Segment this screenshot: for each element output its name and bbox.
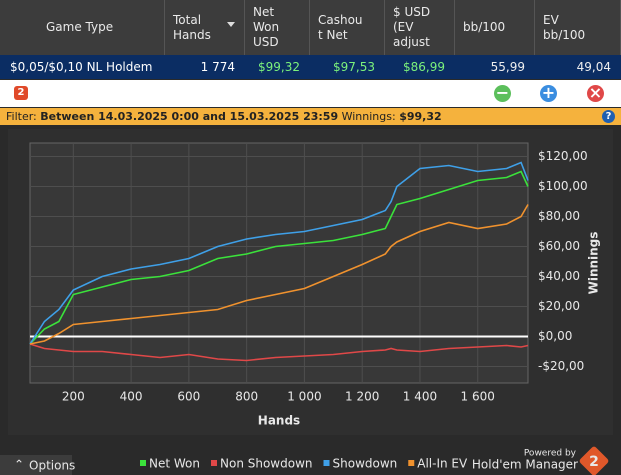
x-tick-label: 1 600 — [461, 390, 495, 404]
column-header: Cashou t Net — [310, 0, 385, 55]
y-tick-label: $60,00 — [538, 239, 580, 253]
options-arrow: ⌃ — [14, 458, 24, 472]
close-button[interactable]: × — [587, 83, 604, 102]
row-cell: 55,99 — [490, 60, 525, 74]
chart: -$20,00 $0,00 $20,00 $40,00 $60,00 $80,00 $100… — [0, 129, 613, 475]
winnings-value: $99,32 — [399, 110, 442, 123]
legend-label: All-In EV — [417, 457, 468, 471]
x-tick-label: 200 — [62, 390, 85, 404]
y-tick-label: $20,00 — [538, 299, 580, 313]
x-tick-label: 1 200 — [345, 390, 379, 404]
table-row[interactable] — [0, 55, 621, 79]
column-header: Game Type — [0, 0, 165, 55]
legend-swatch — [211, 460, 217, 466]
legend-swatch — [140, 460, 146, 466]
legend-label: Non Showdown — [220, 457, 313, 471]
legend-label: Net Won — [149, 457, 200, 471]
options-label[interactable]: Options — [29, 459, 75, 473]
app-icon: 2 — [14, 86, 28, 100]
minimize-button[interactable]: − — [494, 83, 511, 102]
column-header: Net Won USD — [245, 0, 310, 55]
row-cell: 49,04 — [576, 60, 611, 74]
row-cell: $99,32 — [258, 60, 300, 74]
row-cell: $0,05/$0,10 NL Holdem — [10, 60, 153, 74]
series-line — [29, 170, 529, 345]
series-line — [29, 343, 529, 362]
logo-box — [579, 446, 609, 475]
row-cell: 1 774 — [200, 60, 235, 74]
row-cell: $86,99 — [403, 60, 445, 74]
logo-text: 2 — [589, 454, 599, 470]
filter-text: Between 14.03.2025 0:00 and 15.03.2025 2… — [40, 110, 339, 123]
x-tick-label: 1 000 — [287, 390, 321, 404]
series-line — [29, 204, 529, 345]
y-tick-label: $40,00 — [538, 269, 580, 283]
x-tick-label: 1 400 — [403, 390, 437, 404]
row-cell: $97,53 — [333, 60, 375, 74]
help-icon[interactable]: ? — [602, 110, 615, 123]
brand: Hold'em Manager — [472, 458, 578, 472]
y-axis-label: Winnings — [587, 232, 601, 295]
legend-swatch — [408, 460, 415, 466]
column-header: Total Hands — [165, 0, 245, 55]
filter-bar: Filter: Between 14.03.2025 0:00 and 15.0… — [0, 108, 621, 125]
legend-label: Showdown — [333, 457, 398, 471]
x-axis-label: Hands — [258, 414, 300, 428]
winnings-label: Winnings: — [341, 110, 396, 123]
x-tick-label: 600 — [177, 390, 200, 404]
y-tick-label: $120,00 — [538, 149, 588, 163]
column-header: bb/100 — [455, 0, 535, 55]
y-tick-label: $80,00 — [538, 209, 580, 223]
plot-area — [29, 142, 529, 384]
y-tick-label: -$20,00 — [538, 359, 584, 373]
powered-by: Powered by — [524, 449, 577, 459]
options-bar — [0, 455, 72, 475]
y-tick-label: $0,00 — [538, 329, 572, 343]
add-button[interactable]: + — [540, 83, 557, 102]
filter-label: Filter: — [6, 110, 37, 123]
x-tick-label: 800 — [235, 390, 258, 404]
toolbar: 2 − + × — [0, 80, 621, 107]
legend-swatch — [323, 460, 330, 466]
x-tick-label: 400 — [120, 390, 143, 404]
column-header: EV bb/100 — [535, 0, 621, 55]
column-header: $ USD (EV adjust — [385, 0, 455, 55]
sort-arrow — [227, 22, 235, 27]
y-tick-label: $100,00 — [538, 179, 588, 193]
series-line — [29, 161, 529, 345]
